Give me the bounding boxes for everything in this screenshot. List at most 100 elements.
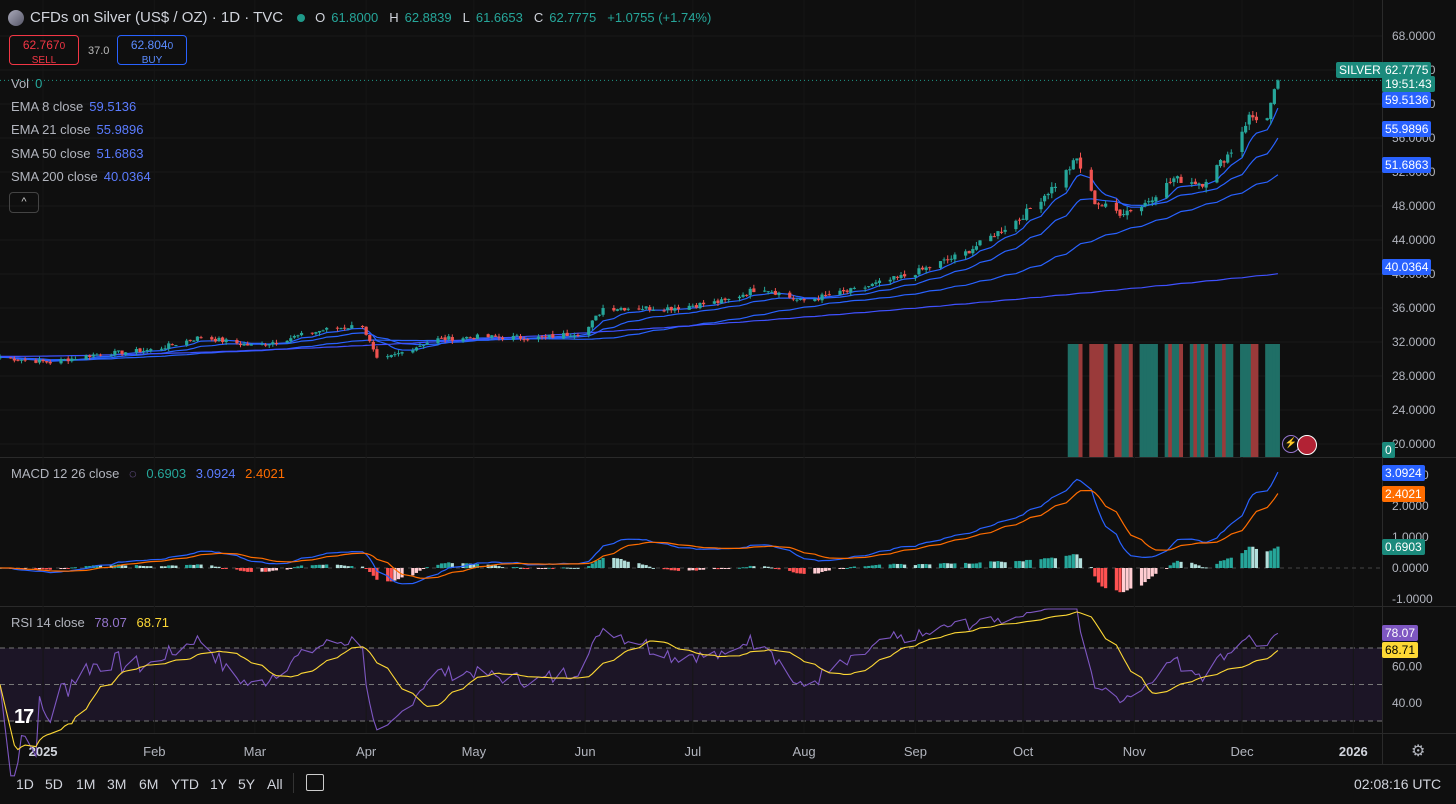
macd-histogram-bar bbox=[1165, 568, 1169, 569]
us-flag-icon[interactable] bbox=[1297, 435, 1317, 455]
candle-body bbox=[343, 327, 347, 329]
timeframe-all-button[interactable]: All bbox=[267, 776, 283, 792]
volume-bar bbox=[1225, 344, 1230, 457]
rsi-band-fill bbox=[0, 648, 1382, 721]
candle-body bbox=[741, 294, 745, 297]
candle-body bbox=[274, 342, 279, 344]
macd-histogram-bar bbox=[920, 564, 925, 568]
candle-body bbox=[497, 336, 501, 338]
macd-histogram-bar bbox=[849, 567, 853, 569]
volume-bar bbox=[1193, 344, 1198, 457]
candle-body bbox=[1269, 102, 1273, 120]
macd-histogram-bar bbox=[59, 568, 63, 569]
candle-body bbox=[113, 350, 117, 356]
candle-body bbox=[141, 350, 146, 352]
candle-body bbox=[271, 342, 275, 345]
timeframe-6m-button[interactable]: 6M bbox=[139, 776, 159, 792]
legend-ema21[interactable]: EMA 21 close 55.9896 bbox=[11, 122, 144, 137]
candle-body bbox=[1096, 203, 1101, 205]
macd-histogram-bar bbox=[490, 564, 494, 568]
timeframe-1y-button[interactable]: 1Y bbox=[210, 776, 228, 792]
timeframe-3m-button[interactable]: 3M bbox=[107, 776, 127, 792]
macd-histogram-bar bbox=[1017, 560, 1022, 568]
legend-macd[interactable]: MACD 12 26 close ◌ 0.6903 3.0924 2.4021 bbox=[11, 466, 285, 481]
calendar-icon[interactable] bbox=[306, 774, 324, 791]
macd-histogram-bar bbox=[188, 564, 192, 568]
candle-body bbox=[486, 334, 490, 338]
macd-histogram-bar bbox=[400, 568, 404, 578]
macd-histogram-bar bbox=[70, 567, 74, 569]
macd-histogram-bar bbox=[561, 567, 566, 569]
timeframe-1d-button[interactable]: 1D bbox=[16, 776, 34, 792]
macd-histogram-bar bbox=[716, 568, 720, 570]
macd-histogram-bar bbox=[249, 568, 253, 572]
candle-body bbox=[1104, 203, 1108, 207]
utc-clock[interactable]: 02:08:16 UTC bbox=[1354, 776, 1442, 792]
volume-bar bbox=[1243, 344, 1248, 457]
spread-value: 37.0 bbox=[88, 45, 110, 57]
candle-body bbox=[249, 344, 253, 346]
candle-body bbox=[648, 307, 652, 311]
y-tick-label: 44.0000 bbox=[1392, 233, 1436, 247]
candle-body bbox=[95, 354, 99, 356]
sma50-line bbox=[0, 174, 1279, 362]
candle-body bbox=[138, 348, 142, 353]
macd-histogram-bar bbox=[953, 563, 957, 568]
candle-body bbox=[149, 349, 153, 351]
candle-body bbox=[999, 231, 1004, 233]
legend-vol-value: 0 bbox=[35, 76, 43, 91]
legend-rsi[interactable]: RSI 14 close 78.07 68.71 bbox=[11, 615, 169, 630]
symbol-title[interactable]: CFDs on Silver (US$ / OZ) · 1D · TVC bbox=[30, 9, 284, 26]
candle-body bbox=[1014, 220, 1018, 230]
macd-histogram-bar bbox=[339, 565, 343, 568]
candle-body bbox=[84, 355, 88, 360]
macd-histogram-bar bbox=[712, 568, 716, 570]
sell-button[interactable]: 62.7670 SELL bbox=[9, 35, 79, 66]
tradingview-logo-icon: 17 bbox=[14, 706, 34, 728]
candle-body bbox=[590, 320, 594, 328]
macd-histogram-bar bbox=[314, 564, 318, 568]
candle-body bbox=[522, 339, 526, 341]
legend-vol-name: Vol bbox=[11, 76, 30, 91]
y-tick-label: 28.0000 bbox=[1392, 369, 1436, 383]
macd-histogram-bar bbox=[1129, 568, 1133, 589]
candle-body bbox=[389, 355, 393, 357]
timeframe-1m-button[interactable]: 1M bbox=[76, 776, 96, 792]
timeframe-5d-button[interactable]: 5D bbox=[45, 776, 63, 792]
legend-vol[interactable]: Vol 0 bbox=[11, 76, 42, 91]
buy-button[interactable]: 62.8040 BUY bbox=[117, 35, 187, 66]
timeframe-5y-button[interactable]: 5Y bbox=[238, 776, 256, 792]
macd-histogram-bar bbox=[928, 564, 932, 568]
legend-ema8[interactable]: EMA 8 close 59.5136 bbox=[11, 99, 136, 114]
legend-sma200[interactable]: SMA 200 close 40.0364 bbox=[11, 169, 151, 184]
candle-body bbox=[515, 335, 519, 337]
candle-body bbox=[673, 308, 677, 311]
candle-body bbox=[1028, 208, 1032, 210]
gear-icon[interactable]: ⚙ bbox=[1411, 743, 1426, 760]
candle-body bbox=[310, 332, 314, 334]
macd-histogram-bar bbox=[371, 568, 375, 576]
candle-body bbox=[698, 302, 702, 309]
candle-body bbox=[802, 299, 806, 301]
timeframe-ytd-button[interactable]: YTD bbox=[171, 776, 199, 792]
macd-histogram-bar bbox=[536, 568, 541, 569]
macd-histogram-bar bbox=[946, 563, 950, 568]
candle-body bbox=[468, 337, 472, 339]
candle-body bbox=[37, 359, 42, 363]
macd-histogram-bar bbox=[698, 568, 702, 570]
candle-body bbox=[1043, 195, 1047, 202]
candle-body bbox=[913, 275, 917, 278]
macd-histogram-bar bbox=[63, 568, 67, 569]
x-tick-label: May bbox=[462, 744, 487, 759]
candle-body bbox=[1165, 182, 1169, 198]
legend-ema21-name: EMA 21 close bbox=[11, 122, 91, 137]
macd-histogram-bar bbox=[701, 568, 706, 570]
collapse-legend-button[interactable]: ^ bbox=[9, 192, 39, 213]
legend-sma50[interactable]: SMA 50 close 51.6863 bbox=[11, 146, 144, 161]
volume-bar bbox=[1171, 344, 1176, 457]
candle-body bbox=[396, 353, 401, 355]
sma200-line bbox=[0, 273, 1278, 357]
macd-histogram-bar bbox=[1190, 562, 1194, 568]
last-price-label: 62.7775 bbox=[1382, 62, 1432, 78]
